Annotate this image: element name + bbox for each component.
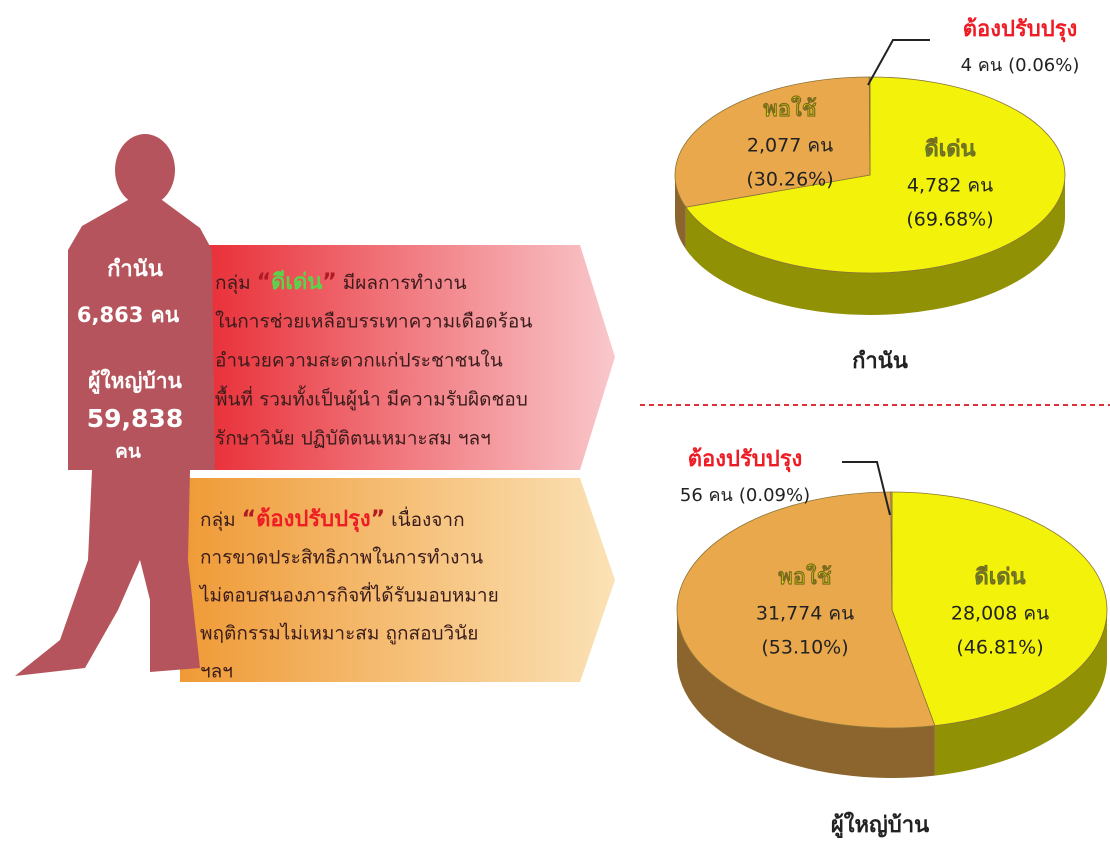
value-percent: (69.68%) (906, 209, 993, 231)
figure-label: กำนัน (107, 257, 163, 282)
chart-title: กำนัน (852, 349, 908, 374)
category-label: พอใช้ (763, 95, 816, 122)
value-count: 4,782 คน (907, 175, 993, 197)
group-line: พื้นที่ รวมทั้งเป็นผู้นำ มีความรับผิดชอบ (215, 386, 528, 411)
value-percent: (0.09%) (739, 485, 810, 506)
value-label: 56 คน (0.09%) (680, 485, 810, 506)
group-rest: เนื่องจาก (391, 506, 464, 531)
group-line: การขาดประสิทธิภาพในการทำงาน (200, 547, 483, 569)
group-line: ไม่ตอบสนองภารกิจที่ได้รับมอบหมาย (198, 582, 499, 607)
value-count: 4 คน (961, 55, 1003, 76)
value-count: 31,774 คน (756, 603, 854, 625)
category-label: ดีเด่น (974, 565, 1025, 590)
group-rest: มีผลการทำงาน (343, 272, 467, 294)
category-label: ต้องปรับปรุง (688, 447, 803, 473)
value-percent: (0.06%) (1008, 55, 1079, 76)
figure-unit: คน (115, 441, 141, 463)
figure-count: 6,863 คน (77, 303, 180, 327)
chart-title: ผู้ใหญ่บ้าน (831, 811, 929, 839)
value-label: 4 คน(0.06%) (961, 55, 1080, 76)
group-line: อำนวยความสะดวกแก่ประชาชนใน (215, 350, 503, 372)
value-count: 56 คน (680, 485, 733, 506)
group-keyword: ดีเด่น (271, 270, 322, 295)
figure-label: ผู้ใหญ่บ้าน (88, 368, 182, 395)
value-percent: (30.26%) (746, 169, 833, 191)
quote: ” (322, 270, 336, 295)
group-line: รักษาวินัย ปฏิบัติตนเหมาะสม ฯลฯ (215, 428, 491, 450)
group-line: ฯลฯ (200, 661, 233, 683)
value-percent: (53.10%) (761, 637, 848, 659)
group-keyword: ต้องปรับปรุง (256, 507, 371, 533)
category-label: ดีเด่น (924, 137, 975, 162)
quote: ” (371, 507, 385, 532)
category-label: ต้องปรับปรุง (963, 17, 1078, 43)
group-line: ในการช่วยเหลือบรรเทาความเดือดร้อน (215, 311, 532, 333)
group-lead: กลุ่ม (200, 509, 236, 532)
value-count: 2,077 คน (747, 135, 833, 157)
infographic: กำนัน 6,863 คน ผู้ใหญ่บ้าน 59,838 คน กลุ… (0, 0, 1110, 842)
value-count: 28,008 คน (951, 603, 1049, 625)
quote: “ (242, 507, 256, 532)
quote: “ (257, 270, 271, 295)
figure-count: 59,838 (87, 404, 183, 433)
category-label: พอใช้ (778, 563, 831, 590)
value-percent: (46.81%) (956, 637, 1043, 659)
group-line: พฤติกรรมไม่เหมาะสม ถูกสอบวินัย (200, 623, 478, 645)
group-lead: กลุ่ม (215, 272, 251, 295)
